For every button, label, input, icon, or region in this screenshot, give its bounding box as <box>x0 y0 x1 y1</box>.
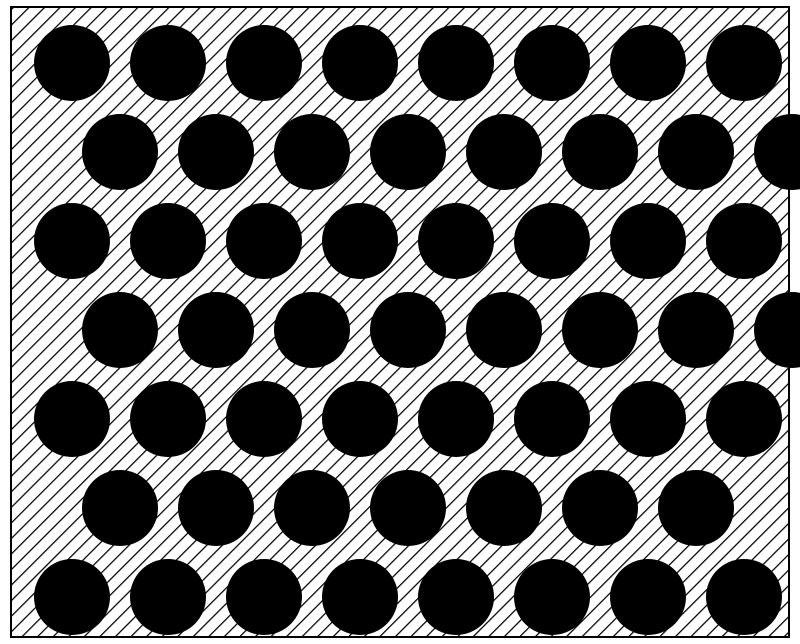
dot <box>226 381 302 457</box>
dot <box>226 203 302 279</box>
dot <box>418 559 494 635</box>
dot <box>562 292 638 368</box>
dot <box>610 203 686 279</box>
dot <box>130 25 206 101</box>
dot <box>610 25 686 101</box>
dot <box>34 25 110 101</box>
dot <box>658 470 734 546</box>
dot <box>706 203 782 279</box>
dot <box>418 381 494 457</box>
dot <box>370 470 446 546</box>
dot <box>274 114 350 190</box>
dot <box>130 381 206 457</box>
dot <box>706 25 782 101</box>
inner-frame <box>10 6 790 638</box>
dot <box>178 114 254 190</box>
dot <box>658 114 734 190</box>
dot <box>274 470 350 546</box>
dot <box>82 114 158 190</box>
dot <box>322 203 398 279</box>
dot <box>322 559 398 635</box>
dot <box>370 292 446 368</box>
dot <box>514 381 590 457</box>
dot <box>82 292 158 368</box>
dot <box>178 470 254 546</box>
dot <box>562 470 638 546</box>
dot <box>466 470 542 546</box>
dot <box>514 25 590 101</box>
dot <box>466 114 542 190</box>
dot <box>226 559 302 635</box>
dot <box>82 470 158 546</box>
dot <box>706 381 782 457</box>
dot <box>370 114 446 190</box>
dot <box>706 559 782 635</box>
dot <box>562 114 638 190</box>
dot <box>418 25 494 101</box>
dot <box>322 25 398 101</box>
dot <box>466 292 542 368</box>
dot <box>226 25 302 101</box>
diagram-canvas <box>0 0 800 644</box>
dot <box>34 203 110 279</box>
dot <box>178 292 254 368</box>
dot <box>322 381 398 457</box>
dot <box>418 203 494 279</box>
dot <box>130 203 206 279</box>
dot <box>274 292 350 368</box>
dot <box>658 292 734 368</box>
dot <box>610 381 686 457</box>
dot <box>514 203 590 279</box>
dot <box>130 559 206 635</box>
dot <box>34 559 110 635</box>
dot <box>514 559 590 635</box>
dot <box>610 559 686 635</box>
dot <box>34 381 110 457</box>
